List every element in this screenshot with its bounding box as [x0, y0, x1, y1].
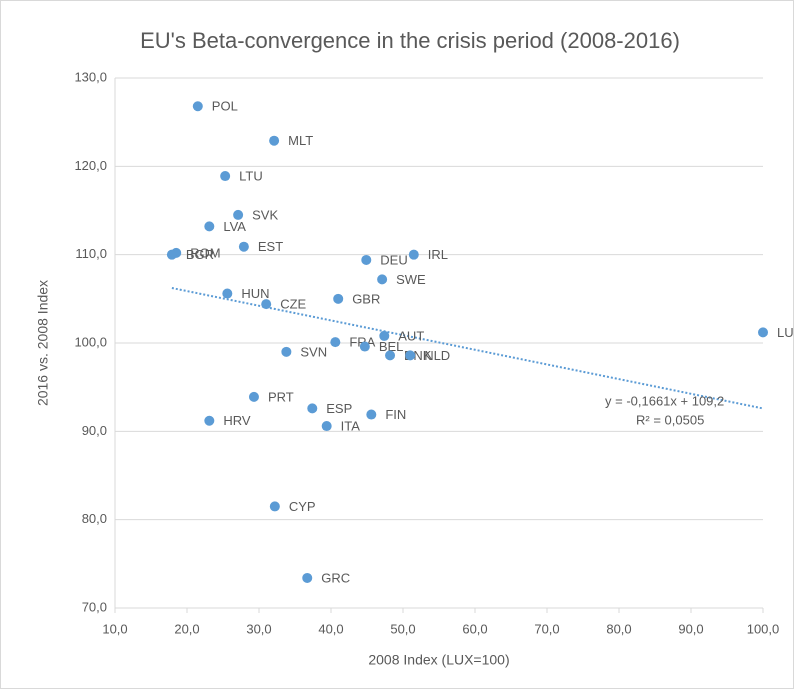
point: [269, 501, 280, 512]
point: [321, 421, 332, 432]
point: [385, 350, 396, 361]
x-tick-label: 100,0: [747, 621, 780, 636]
x-axis-title: 2008 Index (LUX=100): [368, 652, 509, 668]
point-label: HUN: [241, 286, 269, 301]
x-tick-label: 40,0: [318, 621, 343, 636]
x-tick-label: 70,0: [534, 621, 559, 636]
point-label: NLD: [424, 348, 450, 363]
point-label: DEU: [380, 252, 407, 267]
point-label: CZE: [280, 297, 306, 312]
point: [366, 409, 377, 420]
point: [302, 572, 313, 583]
x-tick-label: 60,0: [462, 621, 487, 636]
y-tick-label: 130,0: [74, 69, 107, 84]
point-label: CYP: [289, 499, 316, 514]
point-label: GBR: [352, 291, 380, 306]
point: [359, 341, 370, 352]
y-axis-title: 2016 vs. 2008 Index: [35, 280, 51, 406]
point-label: ESP: [326, 401, 352, 416]
point: [281, 346, 292, 357]
point-label: PRT: [268, 389, 294, 404]
point-label: LTU: [239, 168, 263, 183]
point-label: ITA: [341, 418, 361, 433]
point-label: AUT: [398, 328, 424, 343]
y-tick-label: 90,0: [82, 423, 107, 438]
trendline-equation: y = -0,1661x + 109,2: [605, 393, 724, 408]
point-label: FIN: [385, 407, 406, 422]
point: [238, 241, 249, 252]
point-label: BGR: [186, 247, 214, 262]
trendline: [171, 287, 764, 410]
y-tick-label: 120,0: [74, 158, 107, 173]
point: [758, 327, 768, 338]
y-tick-label: 110,0: [75, 246, 107, 261]
point: [233, 209, 244, 220]
x-tick-label: 30,0: [246, 621, 271, 636]
x-tick-label: 20,0: [174, 621, 199, 636]
point: [333, 293, 344, 304]
point: [269, 135, 280, 146]
point: [261, 299, 272, 310]
point: [204, 415, 215, 426]
point-label: MLT: [288, 133, 313, 148]
point: [405, 350, 416, 361]
point-label: SVK: [252, 207, 278, 222]
point-label: HRV: [223, 413, 251, 428]
y-tick-label: 70,0: [82, 599, 107, 614]
point-label: IRL: [428, 247, 448, 262]
point: [330, 337, 341, 348]
x-tick-label: 90,0: [678, 621, 703, 636]
point: [307, 403, 318, 414]
point-label: SVN: [300, 344, 327, 359]
point-label: LVA: [223, 219, 246, 234]
x-tick-label: 80,0: [606, 621, 631, 636]
point: [361, 254, 372, 265]
x-tick-label: 10,0: [102, 621, 127, 636]
point: [220, 171, 231, 182]
point: [204, 221, 215, 232]
trendline-r2: R² = 0,0505: [636, 412, 704, 427]
y-tick-label: 80,0: [82, 511, 107, 526]
point: [192, 101, 203, 112]
point-label: LUX: [777, 325, 794, 340]
point-label: ROM: [190, 245, 220, 260]
point-label: SWE: [396, 272, 426, 287]
y-tick-label: 100,0: [74, 334, 107, 349]
x-tick-label: 50,0: [390, 621, 415, 636]
point: [377, 274, 388, 285]
point-label: EST: [258, 239, 283, 254]
point-label: BEL: [379, 339, 404, 354]
point-label: POL: [212, 99, 238, 114]
point: [248, 391, 259, 402]
point-label: GRC: [321, 570, 350, 585]
point: [166, 249, 177, 260]
point: [408, 249, 419, 260]
chart-title: EU's Beta-convergence in the crisis peri…: [140, 28, 680, 53]
point: [379, 330, 390, 341]
point: [222, 288, 233, 299]
